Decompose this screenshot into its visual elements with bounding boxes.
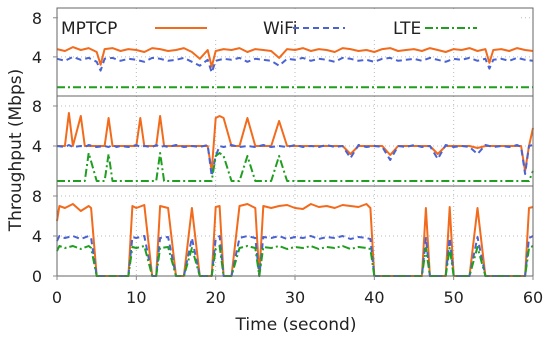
series-line-lte-panel-3 [56,245,534,277]
y-axis-label: Throughput (Mbps) [6,69,26,233]
y-tick-label: 4 [32,48,42,67]
legend-background [58,12,518,40]
x-tick-label: 10 [126,288,146,307]
legend-label-wifi: WiFi [263,19,297,39]
series-line-wifi-panel-1 [56,55,534,74]
legend: MPTCP WiFi LTE [58,12,518,40]
series-line-wifi-panel-2 [56,144,534,177]
y-tick-label: 0 [32,267,42,286]
x-tick-label: 50 [443,288,463,307]
y-tick-label: 8 [32,187,42,206]
x-tick-label: 30 [285,288,305,307]
y-tick-label: 8 [32,9,42,28]
x-axis-label: Time (second) [235,315,357,335]
series-layer [56,46,534,277]
x-tick-label: 60 [523,288,543,307]
legend-label-mptcp: MPTCP [61,19,117,39]
tick-layer: 4 8 4 8 0 4 8 0 10 20 30 40 50 60 [32,9,543,307]
x-tick-label: 20 [205,288,225,307]
x-tick-label: 0 [52,288,62,307]
y-tick-label: 8 [32,97,42,116]
series-line-mptcp-panel-2 [57,112,534,172]
series-line-wifi-panel-3 [56,235,534,277]
y-tick-label: 4 [32,137,42,156]
y-tick-label: 4 [32,227,42,246]
x-tick-label: 40 [364,288,384,307]
series-line-mptcp-panel-1 [56,46,534,68]
legend-label-lte: LTE [393,19,421,39]
